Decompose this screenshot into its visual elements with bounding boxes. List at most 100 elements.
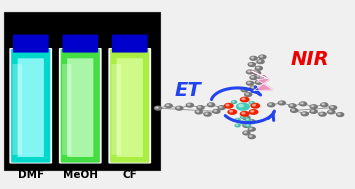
Circle shape — [156, 107, 158, 108]
FancyBboxPatch shape — [110, 49, 149, 163]
Circle shape — [255, 72, 257, 73]
FancyBboxPatch shape — [13, 35, 49, 53]
Circle shape — [246, 124, 251, 127]
Circle shape — [241, 88, 248, 92]
Circle shape — [166, 105, 169, 106]
FancyBboxPatch shape — [62, 64, 72, 155]
Circle shape — [236, 103, 249, 110]
Circle shape — [246, 81, 253, 85]
Circle shape — [231, 101, 236, 103]
Circle shape — [187, 104, 190, 105]
Circle shape — [292, 109, 294, 111]
Circle shape — [244, 117, 247, 118]
Circle shape — [321, 103, 328, 107]
Circle shape — [243, 116, 250, 120]
Circle shape — [329, 111, 332, 112]
Circle shape — [258, 60, 261, 62]
Circle shape — [250, 86, 257, 90]
Circle shape — [248, 63, 255, 66]
Circle shape — [239, 105, 243, 107]
Circle shape — [291, 108, 298, 112]
Circle shape — [240, 116, 245, 118]
Circle shape — [300, 102, 307, 106]
FancyBboxPatch shape — [9, 48, 52, 163]
Circle shape — [290, 105, 293, 106]
Circle shape — [241, 122, 243, 123]
Circle shape — [248, 120, 255, 124]
Circle shape — [197, 106, 204, 109]
FancyBboxPatch shape — [112, 35, 148, 53]
Circle shape — [252, 104, 256, 106]
FancyBboxPatch shape — [11, 49, 50, 163]
Circle shape — [259, 55, 266, 59]
Circle shape — [205, 113, 208, 114]
FancyBboxPatch shape — [111, 64, 121, 155]
Circle shape — [248, 82, 250, 83]
Circle shape — [268, 103, 275, 107]
Circle shape — [243, 131, 250, 135]
Circle shape — [257, 81, 259, 82]
Circle shape — [208, 103, 215, 107]
Circle shape — [322, 104, 324, 105]
Circle shape — [257, 67, 259, 68]
FancyBboxPatch shape — [108, 48, 151, 163]
Circle shape — [260, 56, 263, 57]
Circle shape — [257, 60, 264, 64]
Circle shape — [219, 106, 222, 108]
Circle shape — [250, 102, 252, 103]
Circle shape — [242, 89, 245, 90]
Circle shape — [328, 110, 335, 114]
Circle shape — [236, 119, 238, 120]
Bar — [4, 12, 160, 170]
Circle shape — [242, 98, 245, 100]
Circle shape — [233, 101, 234, 102]
FancyBboxPatch shape — [61, 49, 100, 163]
Circle shape — [240, 97, 249, 102]
Circle shape — [269, 104, 271, 105]
Circle shape — [310, 109, 317, 113]
Circle shape — [289, 104, 296, 108]
Circle shape — [214, 110, 217, 112]
Circle shape — [165, 104, 172, 108]
Circle shape — [242, 112, 245, 114]
Circle shape — [250, 120, 252, 122]
Circle shape — [226, 104, 229, 106]
Circle shape — [177, 107, 179, 108]
Circle shape — [302, 113, 305, 114]
Circle shape — [250, 136, 252, 137]
Circle shape — [251, 111, 254, 112]
Circle shape — [247, 119, 248, 120]
Circle shape — [278, 101, 285, 105]
Circle shape — [250, 56, 257, 60]
Text: CF: CF — [122, 170, 137, 180]
Circle shape — [176, 106, 183, 110]
Circle shape — [260, 76, 263, 78]
Circle shape — [248, 135, 255, 139]
FancyBboxPatch shape — [59, 48, 102, 163]
Circle shape — [311, 105, 314, 107]
FancyBboxPatch shape — [117, 58, 143, 157]
Circle shape — [228, 110, 236, 114]
Circle shape — [249, 102, 254, 104]
Circle shape — [235, 124, 240, 127]
Circle shape — [246, 119, 251, 121]
Circle shape — [154, 106, 162, 110]
Circle shape — [213, 109, 220, 113]
Circle shape — [248, 71, 250, 72]
Circle shape — [218, 106, 225, 109]
Circle shape — [319, 112, 326, 116]
Circle shape — [241, 116, 243, 117]
FancyBboxPatch shape — [62, 35, 98, 53]
FancyBboxPatch shape — [18, 58, 44, 157]
Circle shape — [246, 70, 253, 74]
Circle shape — [224, 104, 233, 108]
Circle shape — [251, 87, 254, 88]
Circle shape — [186, 103, 193, 107]
Circle shape — [204, 112, 211, 116]
Circle shape — [250, 76, 257, 80]
Circle shape — [251, 57, 254, 58]
Circle shape — [301, 103, 303, 104]
Circle shape — [250, 63, 252, 65]
Circle shape — [329, 106, 337, 109]
Circle shape — [249, 110, 258, 114]
